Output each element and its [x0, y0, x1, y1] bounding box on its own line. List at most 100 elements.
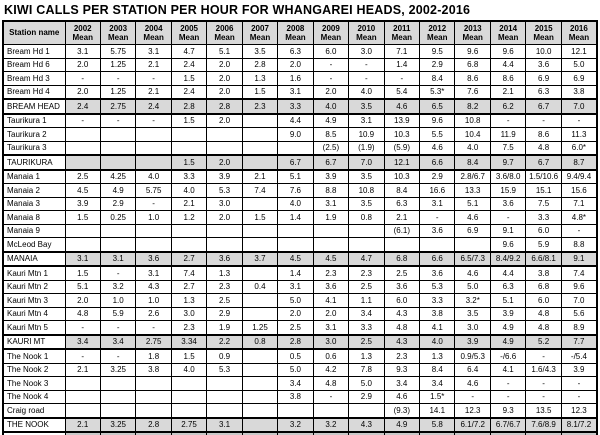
mean-value-cell: 4.5 [277, 250, 314, 267]
mean-value-cell: 10.4 [454, 127, 491, 142]
mean-value-cell: 1.4 [277, 265, 314, 281]
mean-value-cell: 7.6 [454, 84, 491, 100]
mean-value-cell: 6.8 [383, 250, 421, 267]
mean-value-cell: 3.5 [348, 169, 385, 184]
mean-value-cell: 8.1/7.2 [560, 416, 598, 433]
mean-value-cell: 3.9 [454, 333, 491, 350]
kiwi-calls-table: Station name 2002 Mean 2003 Mean 2004 Mean 2005… [2, 20, 598, 435]
table-row: MANAIA 3.1 3.1 3.6 2.7 3.6 3.7 4.5 4.5 4.7 6.8 6.6 6… [2, 250, 598, 267]
mean-value-cell [241, 389, 279, 404]
mean-value-cell: - [99, 113, 137, 128]
mean-value-cell: 1.5 [170, 348, 208, 364]
mean-value-cell: 4.4 [489, 265, 527, 281]
mean-value-cell: 9.5 [419, 44, 456, 59]
mean-value-cell: 4.8* [560, 210, 598, 225]
mean-value-cell: 3.8 [277, 389, 314, 404]
mean-value-cell: 9.4/9.4 [560, 169, 598, 184]
mean-value-cell: 4.3 [348, 416, 385, 433]
mean-value-cell: 8.5 [312, 127, 350, 142]
mean-value-cell: 6.9 [525, 71, 562, 86]
table-header: Station name 2002 Mean 2003 Mean 2004 Mean 2005… [2, 20, 598, 45]
mean-value-cell: 9.3 [489, 403, 527, 418]
mean-value-cell: - [64, 348, 101, 364]
mean-value-cell: 10.0 [525, 44, 562, 59]
mean-value-cell: 8.8 [560, 237, 598, 252]
mean-value-cell: 2.8 [170, 98, 208, 115]
year-header: 2009 Mean [312, 20, 350, 45]
mean-value-cell: 6.3 [277, 44, 314, 59]
mean-value-cell: 3.0 [312, 333, 350, 350]
mean-value-cell: 3.6/8.0 [489, 169, 527, 184]
mean-value-cell: 9.0 [277, 127, 314, 142]
table-row: Taurikura 3 (2.5) (1.9) (5.9) 4.6 4.0 7.5 4.8 6.… [2, 140, 598, 156]
mean-value-cell: 6.7 [312, 154, 350, 171]
station-name-cell: Bream Hd 4 [2, 84, 66, 100]
mean-value-cell: 2.8 [206, 431, 243, 435]
mean-value-cell: 3.1 [206, 416, 243, 433]
mean-value-cell [241, 127, 279, 142]
mean-value-cell: 12.3 [454, 403, 491, 418]
mean-value-cell [64, 154, 101, 171]
mean-value-cell: 5.1 [277, 169, 314, 184]
mean-value-cell: 9.6 [489, 44, 527, 59]
mean-value-cell: 0.4 [241, 279, 279, 294]
mean-value-cell: 2.4 [135, 98, 172, 115]
mean-value-cell: 3.5 [454, 306, 491, 321]
mean-value-cell [99, 403, 137, 418]
mean-value-cell [419, 237, 456, 252]
mean-value-cell: 6.7 [277, 154, 314, 171]
mean-value-cell: 5.3 [206, 362, 243, 377]
mean-value-cell: - [99, 348, 137, 364]
mean-value-cell: 4.5 [64, 183, 101, 198]
mean-value-cell: 3.4 [99, 333, 137, 350]
mean-value-cell: 4.5 [312, 250, 350, 267]
mean-value-cell: 2.5 [383, 265, 421, 281]
year-header: 2012 Mean [419, 20, 456, 45]
station-name-cell: Manaia 2 [2, 183, 66, 198]
mean-value-cell [312, 223, 350, 238]
mean-value-cell: 6.6 [419, 154, 456, 171]
mean-value-cell [241, 362, 279, 377]
table-row: Bream Hd 6 2.0 1.25 2.1 2.4 2.0 2.8 2.0- -1.4 2.9… [2, 57, 598, 72]
mean-value-cell: 1.4 [277, 210, 314, 225]
mean-value-cell: 3.1 [64, 44, 101, 59]
mean-value-cell: 2.1 [170, 196, 208, 211]
mean-value-cell: 2.0 [206, 113, 243, 128]
mean-value-cell [99, 237, 137, 252]
station-name-cell: THE NOOK [2, 416, 66, 433]
mean-value-cell: 4.3 [383, 306, 421, 321]
mean-value-cell [241, 223, 279, 238]
table-row: The Nook 3 3.4 4.8 5.0 3.4 3.4 4.6- - - [2, 376, 598, 391]
mean-value-cell: 6.7/6.7 [489, 416, 527, 433]
station-name-header: Station name [2, 20, 66, 45]
mean-value-cell [99, 389, 137, 404]
mean-value-cell: 4.2 [312, 362, 350, 377]
mean-value-cell [135, 237, 172, 252]
mean-value-cell: 1.6 [277, 71, 314, 86]
mean-value-cell: 2.9 [348, 389, 385, 404]
mean-value-cell: 5.2 [525, 333, 562, 350]
mean-value-cell: 5.3* [419, 84, 456, 100]
mean-value-cell: - [135, 320, 172, 335]
mean-value-cell: 3.1 [277, 279, 314, 294]
page-title: KIWI CALLS PER STATION PER HOUR FOR WHAN… [4, 3, 471, 17]
mean-value-cell: 4.1 [419, 320, 456, 335]
mean-value-cell: 12.1 [383, 154, 421, 171]
mean-value-cell: - [419, 210, 456, 225]
station-name-cell: Kauri Mtn 4 [2, 306, 66, 321]
mean-value-cell: 3.1 [312, 320, 350, 335]
mean-value-cell: 6.4/7.0 [525, 431, 562, 435]
mean-value-cell: 1.0 [99, 293, 137, 308]
mean-value-cell: 1.3 [170, 293, 208, 308]
mean-value-cell [64, 140, 101, 156]
mean-value-cell [277, 403, 314, 418]
mean-value-cell: 2.3 [170, 320, 208, 335]
mean-value-cell: - [99, 71, 137, 86]
mean-value-cell: 3.4 [419, 376, 456, 391]
mean-value-cell [135, 127, 172, 142]
mean-value-cell: 13.9 [383, 113, 421, 128]
station-name-cell: The Nook 4 [2, 389, 66, 404]
table-row: KAURI MT 3.4 3.4 2.75 3.34 2.2 0.8 2.8 3.0 2.5 4.3… [2, 333, 598, 350]
mean-value-cell [241, 293, 279, 308]
mean-value-cell: 6.9 [454, 223, 491, 238]
